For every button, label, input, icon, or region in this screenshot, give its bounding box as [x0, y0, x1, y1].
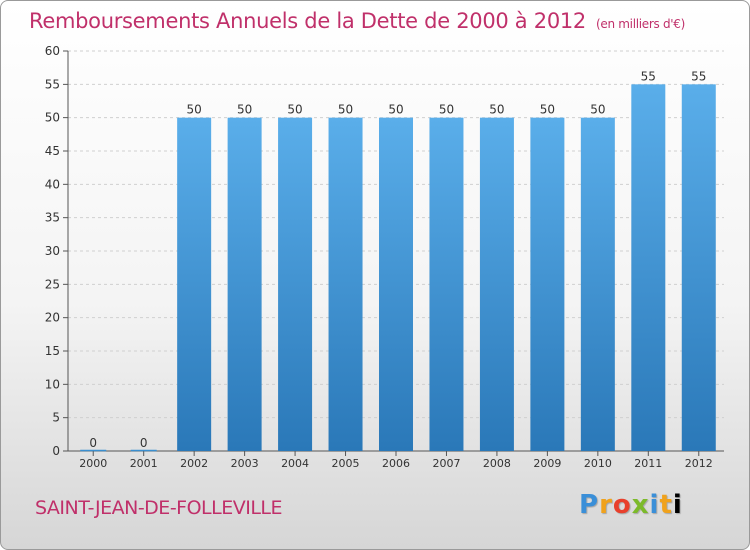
x-tick-label: 2007 [432, 457, 460, 470]
y-tick-label: 40 [45, 177, 60, 191]
logo-letter: t [659, 490, 673, 520]
data-label: 0 [89, 436, 97, 450]
labels: 0 5 10 15 20 25 30 35 40 45 50 55 60 0 2000 0 2001 50 2002… [45, 44, 713, 470]
bar [379, 117, 413, 452]
y-tick-label: 30 [45, 244, 60, 258]
x-tick-label: 2011 [634, 457, 662, 470]
data-label: 50 [187, 103, 202, 117]
logo-letter: o [612, 490, 632, 520]
bar [227, 117, 262, 452]
y-tick-label: 5 [52, 411, 60, 425]
x-tick-label: 2008 [483, 457, 511, 470]
bars [80, 84, 716, 452]
bar [631, 84, 666, 451]
data-label: 50 [338, 103, 353, 117]
data-label: 55 [691, 69, 706, 83]
chart-subtitle: (en milliers d'€) [596, 17, 686, 31]
y-tick-label: 10 [45, 377, 60, 391]
x-tick-label: 2006 [382, 457, 410, 470]
y-tick-label: 35 [45, 211, 60, 225]
bar [580, 117, 615, 452]
x-tick-label: 2001 [130, 457, 158, 470]
x-tick-label: 2012 [685, 457, 713, 470]
data-label: 50 [388, 103, 403, 117]
logo-letter: i [649, 490, 660, 520]
x-tick-label: 2009 [533, 457, 561, 470]
x-tick-label: 2003 [231, 457, 259, 470]
y-tick-label: 45 [45, 144, 60, 158]
data-label: 50 [439, 103, 454, 117]
logo-letter: x [631, 490, 650, 520]
data-label: 0 [140, 436, 148, 450]
x-tick-label: 2000 [79, 457, 107, 470]
y-tick-label: 60 [45, 44, 60, 58]
x-tick-label: 2004 [281, 457, 309, 470]
y-tick-label: 55 [45, 77, 60, 91]
y-tick-label: 15 [45, 344, 60, 358]
data-label: 50 [237, 103, 252, 117]
bar [278, 117, 313, 452]
chart-title: Remboursements Annuels de la Dette de 20… [29, 9, 686, 33]
logo-letter: i [672, 490, 683, 520]
logo-letter: r [599, 490, 613, 520]
bar [681, 84, 716, 451]
proxiti-logo[interactable]: Proxiti [579, 490, 683, 520]
bar [479, 117, 514, 452]
city-name: SAINT-JEAN-DE-FOLLEVILLE [35, 497, 283, 519]
x-tick-label: 2002 [180, 457, 208, 470]
data-label: 50 [489, 103, 504, 117]
bar [429, 117, 464, 452]
bar [177, 117, 212, 452]
x-tick-label: 2005 [332, 457, 360, 470]
data-label: 50 [540, 103, 555, 117]
data-label: 55 [641, 69, 656, 83]
y-tick-label: 0 [52, 444, 60, 458]
y-tick-label: 20 [45, 311, 60, 325]
data-label: 50 [590, 103, 605, 117]
y-tick-label: 25 [45, 277, 60, 291]
y-tick-label: 50 [45, 111, 60, 125]
data-label: 50 [287, 103, 302, 117]
x-tick-label: 2010 [584, 457, 612, 470]
bar [530, 117, 565, 452]
bar [328, 117, 363, 452]
logo-letter: P [579, 490, 600, 520]
